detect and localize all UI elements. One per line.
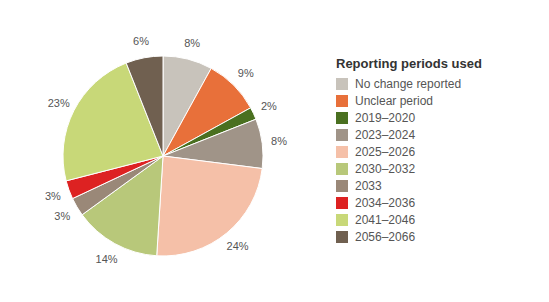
html-text:2034–2036: 2034–2036 xyxy=(355,195,416,210)
html-text:2056–2066: 2056–2066 xyxy=(355,229,416,244)
html-text:2041–2046: 2041–2046 xyxy=(355,212,416,227)
svg-text:2%: 2% xyxy=(261,100,277,112)
svg-text:3%: 3% xyxy=(45,190,61,202)
svg-text:23%: 23% xyxy=(48,97,70,109)
svg-text:6%: 6% xyxy=(133,35,149,47)
svg-text:8%: 8% xyxy=(271,135,287,147)
html-text:2030–2032: 2030–2032 xyxy=(355,161,416,176)
svg-text:3%: 3% xyxy=(54,210,70,222)
svg-text:24%: 24% xyxy=(227,240,249,252)
html-text:2019–2020: 2019–2020 xyxy=(355,110,416,125)
svg-text:14%: 14% xyxy=(96,253,118,265)
svg-text:9%: 9% xyxy=(238,67,254,79)
html-text:Unclear period: Unclear period xyxy=(355,93,433,108)
html-text:2023–2024: 2023–2024 xyxy=(355,127,416,142)
html-text:Reporting periods used: Reporting periods used xyxy=(336,55,482,71)
html-text:2025–2026: 2025–2026 xyxy=(355,144,416,159)
html-text:2033: 2033 xyxy=(355,178,382,193)
svg-text:8%: 8% xyxy=(184,37,200,49)
html-text:No change reported: No change reported xyxy=(355,76,462,91)
